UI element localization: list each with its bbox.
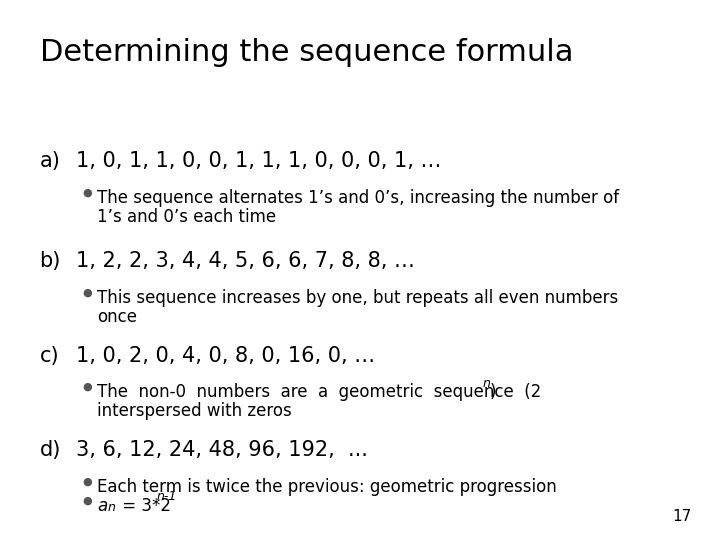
- Text: The  non-0  numbers  are  a  geometric  sequence  (2: The non-0 numbers are a geometric sequen…: [97, 383, 541, 401]
- Text: n-1: n-1: [156, 490, 176, 503]
- Text: 1’s and 0’s each time: 1’s and 0’s each time: [97, 208, 276, 226]
- Text: = 3*2: = 3*2: [117, 497, 171, 515]
- Text: 1, 0, 1, 1, 0, 0, 1, 1, 1, 0, 0, 0, 1, …: 1, 0, 1, 1, 0, 0, 1, 1, 1, 0, 0, 0, 1, …: [76, 151, 441, 171]
- Text: This sequence increases by one, but repeats all even numbers: This sequence increases by one, but repe…: [97, 289, 618, 307]
- Text: n: n: [482, 377, 490, 390]
- Text: 17: 17: [672, 509, 691, 524]
- Text: c): c): [40, 346, 59, 366]
- Text: Determining the sequence formula: Determining the sequence formula: [40, 38, 573, 67]
- Text: The sequence alternates 1’s and 0’s, increasing the number of: The sequence alternates 1’s and 0’s, inc…: [97, 189, 619, 207]
- Text: d): d): [40, 440, 61, 460]
- Text: ●: ●: [83, 287, 93, 298]
- Text: once: once: [97, 308, 138, 326]
- Text: ●: ●: [83, 495, 93, 505]
- Text: 1, 2, 2, 3, 4, 4, 5, 6, 6, 7, 8, 8, …: 1, 2, 2, 3, 4, 4, 5, 6, 6, 7, 8, 8, …: [76, 251, 415, 271]
- Text: 1, 0, 2, 0, 4, 0, 8, 0, 16, 0, …: 1, 0, 2, 0, 4, 0, 8, 0, 16, 0, …: [76, 346, 374, 366]
- Text: Each term is twice the previous: geometric progression: Each term is twice the previous: geometr…: [97, 478, 557, 496]
- Text: a: a: [97, 497, 107, 515]
- Text: ●: ●: [83, 476, 93, 487]
- Text: b): b): [40, 251, 61, 271]
- Text: interspersed with zeros: interspersed with zeros: [97, 402, 292, 420]
- Text: a): a): [40, 151, 60, 171]
- Text: ●: ●: [83, 382, 93, 392]
- Text: 3, 6, 12, 24, 48, 96, 192,  ...: 3, 6, 12, 24, 48, 96, 192, ...: [76, 440, 367, 460]
- Text: n: n: [108, 501, 116, 514]
- Text: ●: ●: [83, 187, 93, 198]
- Text: ): ): [490, 383, 496, 401]
